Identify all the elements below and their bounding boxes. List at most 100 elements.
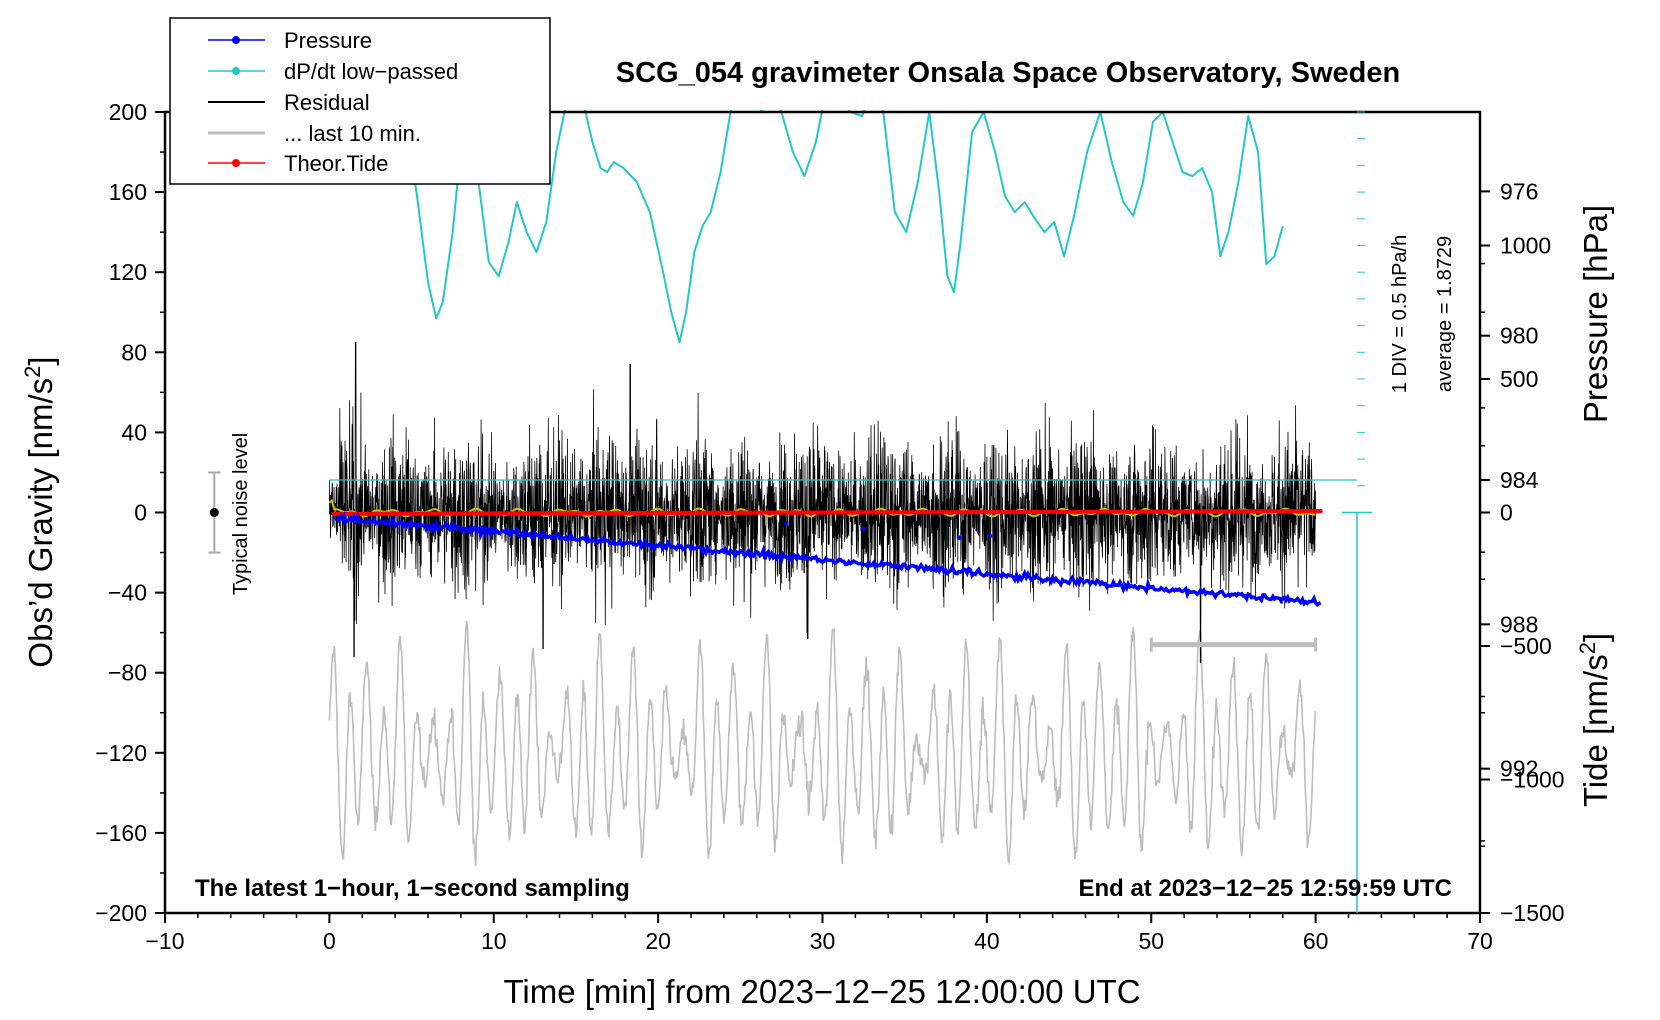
theor-tide-point [578,510,584,516]
theor-tide-point [940,509,945,515]
theor-tide-point [858,510,863,515]
theor-tide-point [677,510,682,516]
theor-tide-point [1219,509,1225,514]
theor-tide-point [989,509,995,515]
theor-tide-point [1301,509,1307,514]
y-tick-label: −120 [95,740,147,766]
theor-tide-point [792,510,797,515]
tide-tick-label: −1500 [1500,900,1565,926]
theor-tide-point [1121,509,1126,514]
pressure-tick-label: 976 [1500,178,1538,204]
theor-tide-point [956,509,962,515]
legend-item-residual: Residual [208,90,370,115]
theor-tide-point [1006,509,1011,515]
x-tick-label: 60 [1303,928,1329,954]
theor-tide-point [562,511,567,516]
theor-tide-point [1269,509,1274,514]
dpdt-trace [329,110,1284,344]
theor-tide-point [775,510,781,515]
legend-label-pressure: Pressure [284,28,372,53]
theor-tide-point [874,510,879,515]
legend-label-residual: Residual [284,90,370,115]
theor-tide-point [463,511,469,516]
theor-tide-point [627,510,633,516]
theor-tide-point [907,510,912,515]
x-axis-label: Time [min] from 2023−12−25 12:00:00 UTC [503,973,1140,1010]
theor-tide-point [841,510,847,515]
theor-tide-point [1137,509,1142,514]
theor-tide-point [726,510,732,515]
x-tick-label: 50 [1138,928,1164,954]
theor-tide-point [693,510,699,516]
x-tick-label: −10 [145,928,184,954]
tide-tick-label: 500 [1500,366,1538,392]
tide-tick-label: −500 [1500,633,1552,659]
theor-tide-point [430,511,436,516]
theor-tide-point [595,510,600,516]
theor-tide-point [743,510,748,515]
theor-tide-point [825,510,830,515]
theor-tide-point [808,510,814,515]
y-tick-label: −160 [95,820,147,846]
theor-tide-point [364,511,370,516]
pressure-tick-label: 992 [1500,756,1538,782]
legend-label-theor-tide: Theor.Tide [284,151,388,176]
legend-item-last10: ... last 10 min. [208,121,421,146]
legend-item-dpdt: dP/dt low−passed [208,59,458,84]
noise-level-point [209,508,219,517]
pressure-outlier [784,521,789,526]
y-tick-label: 0 [134,500,147,526]
x-tick-label: 20 [645,928,671,954]
legend-item-pressure: Pressure [208,28,372,53]
theor-tide-point [1186,509,1192,514]
pressure-axis-label: Pressure [hPa] [1577,205,1614,423]
theor-tide-point [1170,509,1175,514]
theor-tide-point [1038,509,1044,515]
x-tick-label: 40 [974,928,1000,954]
y-tick-label: 160 [109,179,147,205]
pressure-outlier [956,535,962,540]
theor-tide-point [660,510,666,516]
pressure-tick-label: 984 [1500,467,1539,493]
pressure-tick-label: 980 [1500,323,1538,349]
theor-tide-point [710,510,715,516]
theor-tide-point [1252,509,1258,514]
theor-tide-point [1022,509,1027,515]
theor-tide-point [397,511,403,516]
y-tick-label: −40 [108,580,147,606]
tide-axis-label: Tide [nm/s2] [1575,633,1614,807]
footer-left: The latest 1−hour, 1−second sampling [195,875,630,902]
theor-tide-point [1236,509,1241,514]
average-text: average = 1.8729 [1434,236,1456,392]
y-tick-label: 200 [109,99,147,125]
y-tick-label: −80 [108,660,147,686]
theor-tide-point [529,511,534,516]
tide-tick-label: 0 [1500,500,1513,526]
theor-tide-point [447,511,452,516]
y-tick-label: 80 [121,339,147,365]
x-tick-label: 70 [1467,928,1493,954]
theor-tide-point [973,509,978,515]
legend-item-theor-tide: Theor.Tide [208,151,388,176]
theor-tide-point [332,511,337,517]
tide-tick-label: 1000 [1500,233,1551,259]
theor-tide-point [496,511,501,516]
theor-tide-point [512,511,518,516]
pressure-outlier [987,533,993,539]
theor-tide-point [1153,509,1159,514]
tide-tick-label: −1000 [1500,767,1565,793]
pressure-outlier [861,526,866,531]
residual-trace [329,341,1316,664]
theor-tide-point [1318,508,1323,514]
x-tick-label: 10 [481,928,507,954]
last-10-min-trace [328,620,1317,867]
legend: Pressure dP/dt low−passed Residual ... l… [169,17,551,185]
theor-tide-point [644,510,649,516]
theor-tide-point [1104,509,1110,514]
theor-tide-point [890,510,896,515]
axes: −10 0 10 20 30 40 50 60 70 200 160 120 80 40 0 −40 −80 −1… [95,99,1564,954]
x-tick-label: 30 [810,928,836,954]
theor-tide-point [545,511,551,516]
theor-tide-point [348,511,353,516]
